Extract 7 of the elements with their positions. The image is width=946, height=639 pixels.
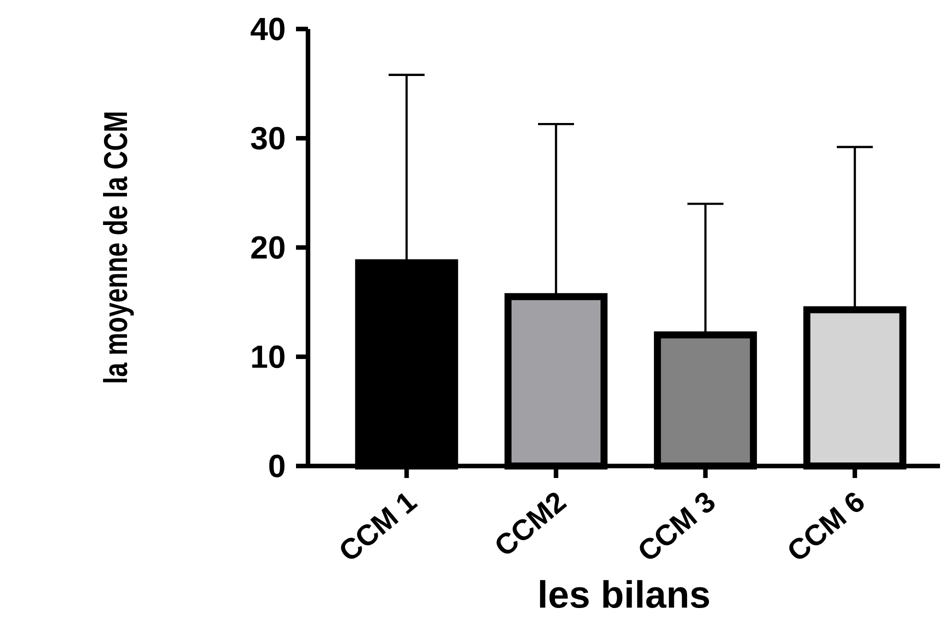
x-axis-title: les bilans bbox=[540, 580, 710, 608]
y-tick-label: 20 bbox=[251, 236, 284, 259]
y-axis-title: la moyenne de la CCM bbox=[103, 112, 134, 382]
y-tick-label: 0 bbox=[269, 454, 284, 478]
y-tick-label: 30 bbox=[250, 126, 284, 150]
y-tick-label: 10 bbox=[252, 345, 284, 368]
y-tick-label: 40 bbox=[250, 18, 284, 40]
